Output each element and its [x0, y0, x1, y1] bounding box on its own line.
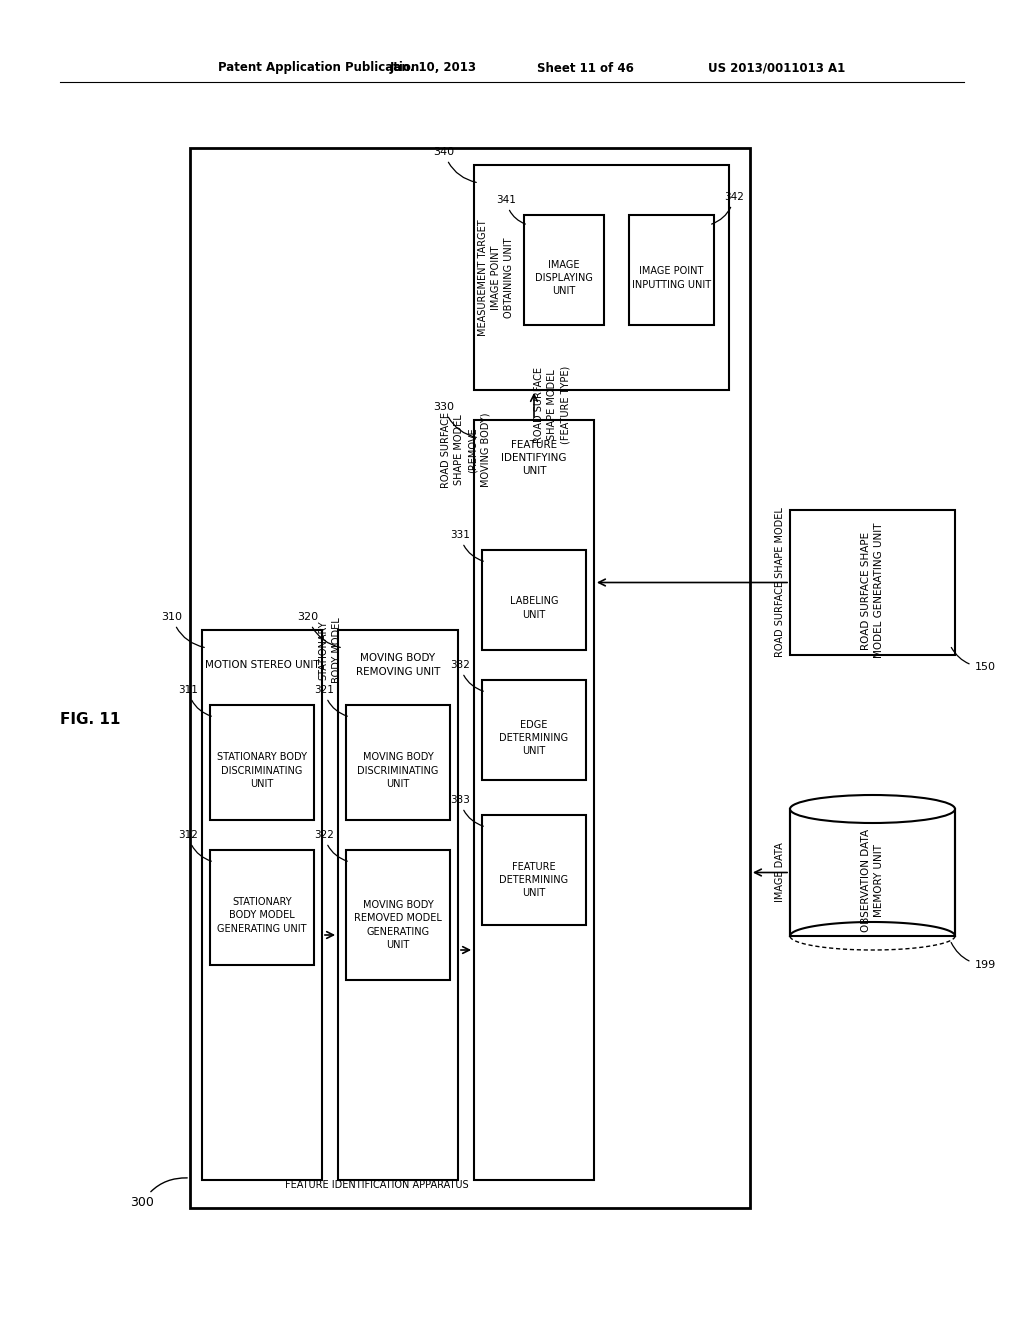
- Bar: [482, 814, 586, 925]
- Text: Patent Application Publication: Patent Application Publication: [218, 62, 419, 74]
- Text: IMAGE
DISPLAYING
UNIT: IMAGE DISPLAYING UNIT: [536, 260, 593, 296]
- Text: 341: 341: [496, 195, 525, 224]
- Text: 199: 199: [951, 942, 995, 970]
- Text: MOVING BODY
REMOVING UNIT: MOVING BODY REMOVING UNIT: [355, 653, 440, 677]
- Text: Jan. 10, 2013: Jan. 10, 2013: [390, 62, 477, 74]
- Text: MEASUREMENT TARGET
IMAGE POINT
OBTAINING UNIT: MEASUREMENT TARGET IMAGE POINT OBTAINING…: [478, 219, 514, 335]
- Text: 311: 311: [178, 685, 211, 717]
- Bar: [210, 705, 314, 820]
- Text: FEATURE IDENTIFICATION APPARATUS: FEATURE IDENTIFICATION APPARATUS: [285, 1180, 469, 1191]
- Text: 150: 150: [951, 647, 995, 672]
- Text: ROAD SURFACE SHAPE
MODEL GENERATING UNIT: ROAD SURFACE SHAPE MODEL GENERATING UNIT: [861, 523, 884, 659]
- Bar: [210, 850, 314, 965]
- Text: 320: 320: [297, 612, 340, 647]
- Text: ROAD SURFACE SHAPE MODEL: ROAD SURFACE SHAPE MODEL: [775, 508, 785, 657]
- Text: 312: 312: [178, 830, 211, 861]
- Bar: [482, 550, 586, 649]
- Bar: [790, 510, 955, 655]
- Bar: [474, 165, 729, 389]
- Text: FEATURE
DETERMINING
UNIT: FEATURE DETERMINING UNIT: [500, 862, 568, 898]
- Text: MOTION STEREO UNIT: MOTION STEREO UNIT: [205, 660, 319, 671]
- Text: Sheet 11 of 46: Sheet 11 of 46: [537, 62, 634, 74]
- Text: 333: 333: [451, 795, 483, 826]
- Text: FIG. 11: FIG. 11: [59, 713, 120, 727]
- Bar: [190, 148, 750, 1208]
- Text: IMAGE DATA: IMAGE DATA: [775, 842, 785, 903]
- Text: STATIONARY
BODY MODEL
GENERATING UNIT: STATIONARY BODY MODEL GENERATING UNIT: [217, 898, 307, 933]
- Text: ROAD SURFACE
SHAPE MODEL
(REMOVE
MOVING BODY): ROAD SURFACE SHAPE MODEL (REMOVE MOVING …: [441, 412, 490, 488]
- Bar: [482, 680, 586, 780]
- Text: STATIONARY BODY
DISCRIMINATING
UNIT: STATIONARY BODY DISCRIMINATING UNIT: [217, 752, 307, 789]
- Bar: [524, 215, 604, 325]
- Text: 332: 332: [451, 660, 483, 692]
- Bar: [338, 630, 458, 1180]
- Text: LABELING
UNIT: LABELING UNIT: [510, 597, 558, 619]
- Text: STATIONARY
BODY MODEL: STATIONARY BODY MODEL: [318, 618, 342, 682]
- Bar: [346, 850, 450, 979]
- Text: 310: 310: [162, 612, 204, 647]
- Bar: [474, 420, 594, 1180]
- Text: ROAD SURFACE
SHAPE MODEL
(FEATURE TYPE): ROAD SURFACE SHAPE MODEL (FEATURE TYPE): [534, 366, 570, 444]
- Text: US 2013/0011013 A1: US 2013/0011013 A1: [708, 62, 845, 74]
- Text: IMAGE POINT
INPUTTING UNIT: IMAGE POINT INPUTTING UNIT: [632, 267, 711, 289]
- Bar: [346, 705, 450, 820]
- Text: EDGE
DETERMINING
UNIT: EDGE DETERMINING UNIT: [500, 719, 568, 756]
- Ellipse shape: [790, 795, 955, 822]
- Text: 342: 342: [712, 191, 744, 224]
- Text: OBSERVATION DATA
MEMORY UNIT: OBSERVATION DATA MEMORY UNIT: [861, 829, 884, 932]
- Text: 321: 321: [314, 685, 347, 717]
- Bar: [629, 215, 714, 325]
- Bar: [790, 809, 955, 936]
- Bar: [202, 630, 322, 1180]
- Text: 331: 331: [451, 531, 483, 561]
- Text: MOVING BODY
DISCRIMINATING
UNIT: MOVING BODY DISCRIMINATING UNIT: [357, 752, 438, 789]
- Text: 340: 340: [433, 147, 476, 182]
- Text: MOVING BODY
REMOVED MODEL
GENERATING
UNIT: MOVING BODY REMOVED MODEL GENERATING UNI…: [354, 900, 442, 950]
- Text: FEATURE
IDENTIFYING
UNIT: FEATURE IDENTIFYING UNIT: [502, 440, 566, 477]
- Text: 330: 330: [433, 403, 476, 437]
- Text: 300: 300: [130, 1177, 187, 1209]
- Text: 322: 322: [314, 830, 347, 861]
